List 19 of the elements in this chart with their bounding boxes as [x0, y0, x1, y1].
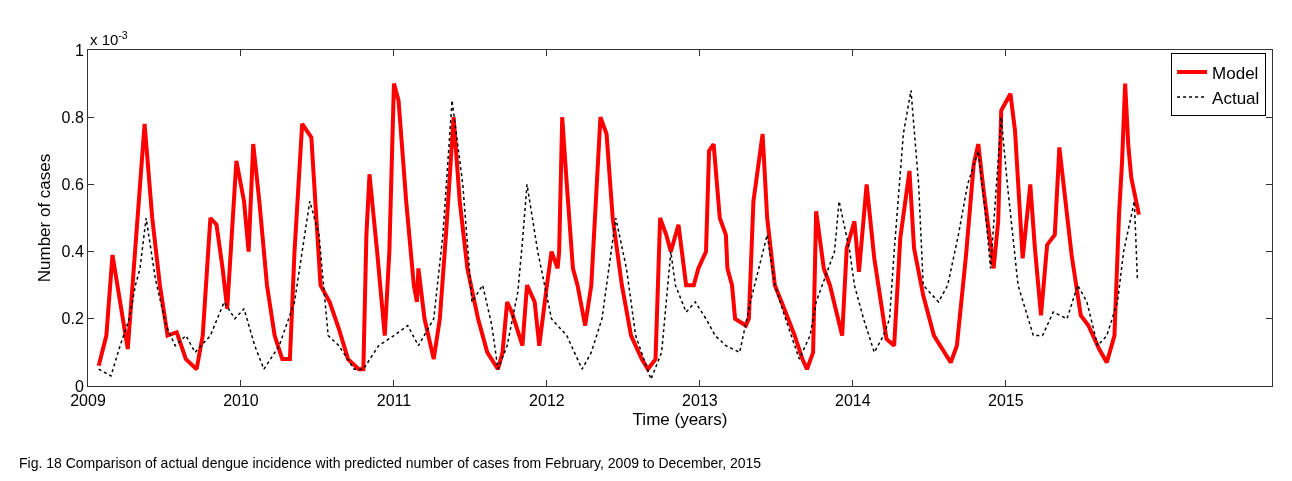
x-axis-title: Time (years) [632, 409, 728, 429]
legend-label: Model [1212, 63, 1259, 83]
x-tick-label: 2013 [682, 392, 718, 410]
y-tick-label: 1 [74, 41, 84, 59]
x-tick-label: 2012 [529, 392, 565, 410]
x-tick-label: 2010 [223, 392, 259, 410]
y-tick-label: 0.8 [61, 108, 84, 126]
text: x 10$^{-3}$ [90, 29, 128, 49]
y-axis-title: Number of cases [35, 153, 55, 283]
y-tick-label: 0.6 [61, 176, 84, 193]
caption: Fig. 18 Comparison of actual dengue incidence with predicted number of cases from February, 2009 to December, 2015 [19, 455, 762, 471]
y-tick-label: 0 [74, 377, 84, 395]
x-tick-label: 2015 [988, 392, 1024, 410]
y-tick-label: 0.4 [61, 243, 84, 261]
x-tick-label: 2014 [835, 392, 871, 410]
legend-label: Actual [1212, 88, 1260, 108]
x-tick-label: 2011 [376, 392, 412, 410]
x-tick-label: 2009 [70, 392, 106, 410]
y-tick-label: 0.2 [61, 310, 84, 328]
